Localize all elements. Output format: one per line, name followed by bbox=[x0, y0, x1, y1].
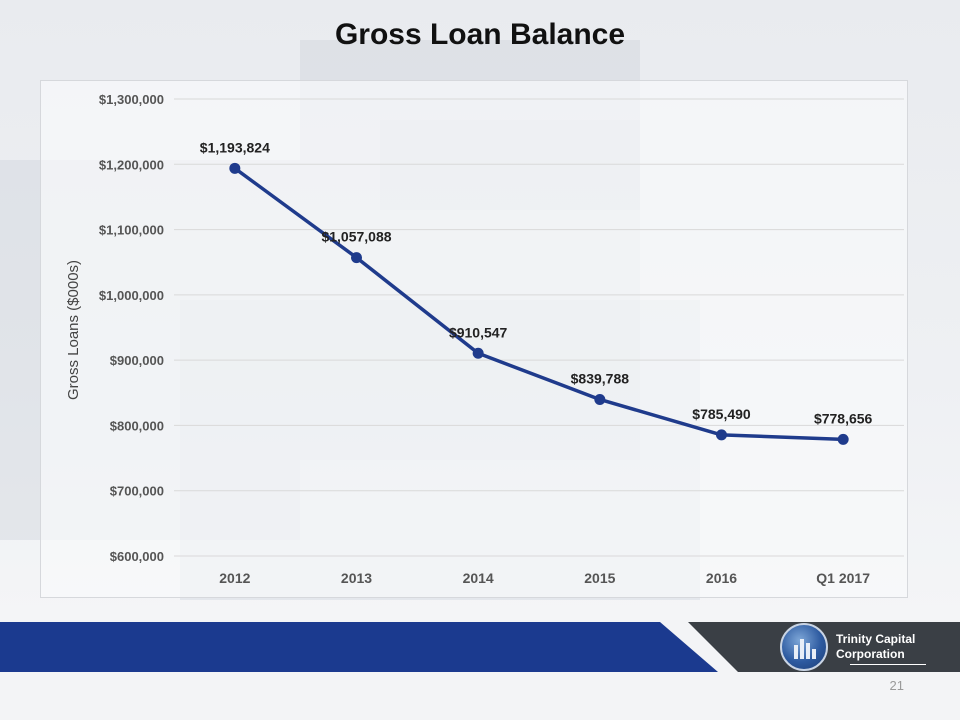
y-tick-label: $600,000 bbox=[110, 549, 164, 564]
logo-emblem-icon bbox=[780, 623, 828, 671]
data-points bbox=[229, 162, 849, 445]
logo-line-2: Corporation bbox=[836, 647, 905, 661]
data-point bbox=[837, 433, 849, 445]
line-chart: $600,000 $700,000 $800,000 $900,000 $1,000,0… bbox=[65, 92, 904, 586]
x-tick-label: 2013 bbox=[341, 570, 372, 586]
y-tick-label: $800,000 bbox=[110, 418, 164, 433]
data-label: $910,547 bbox=[449, 324, 508, 340]
x-tick-label: 2015 bbox=[584, 570, 615, 586]
x-tick-labels: 2012 2013 2014 2015 2016 Q1 2017 bbox=[219, 570, 870, 586]
x-tick-label: Q1 2017 bbox=[816, 570, 870, 586]
data-point bbox=[716, 429, 727, 441]
data-label: $839,788 bbox=[571, 370, 630, 386]
logo-text: Trinity Capital Corporation bbox=[836, 632, 915, 662]
grid-lines bbox=[174, 98, 904, 557]
data-point bbox=[229, 162, 241, 174]
page-number: 21 bbox=[889, 678, 904, 693]
y-tick-label: $1,000,000 bbox=[99, 288, 164, 303]
data-labels: $1,193,824 $1,057,088 $910,547 $839,788 $785… bbox=[200, 139, 873, 426]
x-tick-label: 2012 bbox=[219, 570, 250, 586]
y-tick-label: $700,000 bbox=[110, 484, 164, 499]
x-tick-label: 2014 bbox=[463, 570, 494, 586]
x-tick-label: 2016 bbox=[706, 570, 737, 586]
y-tick-label: $1,200,000 bbox=[99, 157, 164, 172]
data-label: $1,057,088 bbox=[321, 229, 391, 245]
y-tick-label: $900,000 bbox=[110, 353, 164, 368]
logo-underline bbox=[850, 664, 926, 665]
slide-title: Gross Loan Balance bbox=[334, 18, 626, 51]
y-tick-labels: $600,000 $700,000 $800,000 $900,000 $1,000,0… bbox=[99, 92, 164, 564]
data-point bbox=[594, 393, 606, 405]
data-label: $785,490 bbox=[692, 406, 751, 422]
company-logo: Trinity Capital Corporation bbox=[780, 622, 940, 672]
data-point bbox=[351, 252, 362, 264]
logo-line-1: Trinity Capital bbox=[836, 632, 916, 646]
data-label: $1,193,824 bbox=[200, 139, 270, 155]
series-line bbox=[233, 166, 844, 442]
data-label: $778,656 bbox=[814, 410, 873, 426]
y-tick-label: $1,300,000 bbox=[99, 92, 164, 107]
data-point bbox=[472, 347, 484, 359]
y-tick-label: $1,100,000 bbox=[99, 223, 164, 238]
y-axis-label: Gross Loans ($000s) bbox=[65, 260, 82, 400]
chart-panel bbox=[40, 80, 908, 598]
